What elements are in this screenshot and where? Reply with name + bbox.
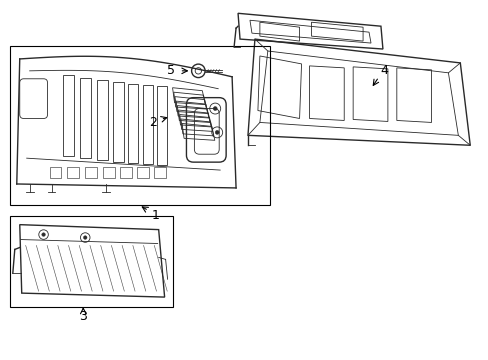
Text: 3: 3 [79, 310, 87, 323]
Bar [153, 167, 165, 178]
Bar [137, 167, 148, 178]
Text: 1: 1 [151, 209, 159, 222]
Bar [85, 167, 97, 178]
Circle shape [83, 236, 87, 239]
Bar [10, 46, 269, 205]
Circle shape [215, 130, 219, 134]
Bar [49, 167, 61, 178]
Bar [103, 167, 115, 178]
Text: 2: 2 [148, 116, 156, 129]
Bar [67, 167, 79, 178]
Bar [10, 216, 172, 307]
Circle shape [41, 233, 45, 237]
Text: 4: 4 [379, 64, 387, 77]
Text: 5: 5 [166, 64, 174, 77]
Bar [120, 167, 132, 178]
Circle shape [213, 107, 217, 111]
